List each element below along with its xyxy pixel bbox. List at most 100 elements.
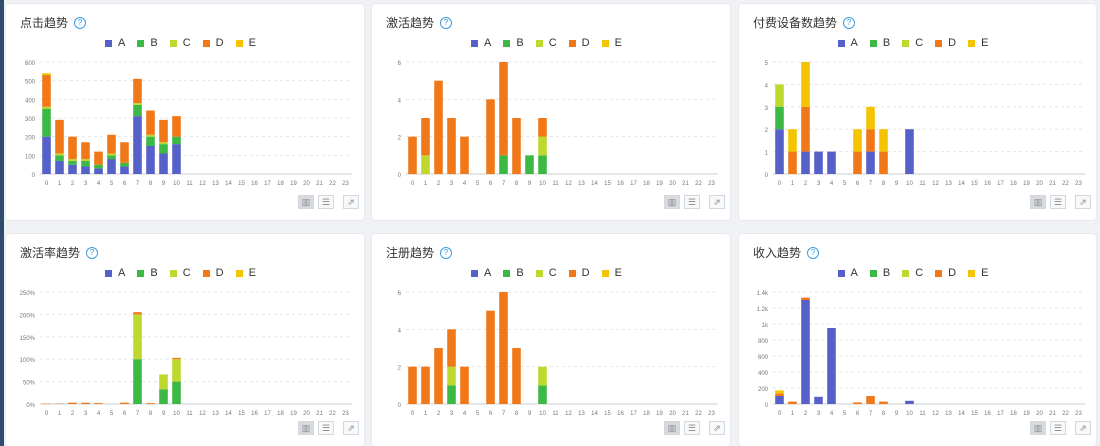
bar-segment-b[interactable] [159,389,168,404]
bar-segment-e[interactable] [853,129,862,152]
bar-chart-icon[interactable]: ▥ [1030,195,1046,209]
bar-chart-icon[interactable]: ▥ [664,195,680,209]
legend-item-d[interactable]: D [202,267,224,279]
bar-segment-d[interactable] [775,393,784,396]
legend-item-c[interactable]: C [169,37,191,49]
bar-segment-a[interactable] [801,300,810,404]
bar-segment-e[interactable] [801,62,810,107]
bar-segment-b[interactable] [538,385,547,404]
bar-segment-c[interactable] [146,134,155,137]
bar-segment-a[interactable] [133,116,142,174]
legend-item-b[interactable]: B [869,267,890,279]
bar-segment-d[interactable] [879,401,888,404]
bar-segment-c[interactable] [159,374,168,390]
legend-item-a[interactable]: A [105,267,125,279]
export-icon[interactable]: ⇗ [1075,195,1091,209]
bar-segment-d[interactable] [853,151,862,174]
bar-segment-d[interactable] [801,106,810,152]
bar-segment-d[interactable] [133,78,142,104]
legend-item-d[interactable]: D [568,37,590,49]
bar-segment-c[interactable] [133,314,142,360]
bar-segment-a[interactable] [827,328,836,404]
help-icon[interactable]: ? [843,16,856,29]
legend-item-e[interactable]: E [968,267,988,279]
bar-segment-b[interactable] [133,359,142,404]
bar-segment-b[interactable] [172,136,181,145]
bar-segment-a[interactable] [81,166,90,174]
bar-segment-b[interactable] [107,155,116,160]
legend-item-b[interactable]: B [503,267,524,279]
bar-segment-b[interactable] [42,108,51,137]
bar-segment-c[interactable] [68,159,77,161]
legend-item-c[interactable]: C [902,267,923,279]
bar-segment-d[interactable] [447,118,456,174]
bar-segment-e[interactable] [866,106,875,130]
legend-item-d[interactable]: D [935,267,956,279]
legend-item-a[interactable]: A [471,267,491,279]
bar-segment-a[interactable] [814,151,823,174]
export-icon[interactable]: ⇗ [709,195,725,209]
bar-segment-b[interactable] [447,385,456,404]
bar-segment-b[interactable] [499,155,508,174]
legend-item-e[interactable]: E [601,37,622,49]
bar-segment-d[interactable] [172,357,181,360]
bar-segment-d[interactable] [172,116,181,137]
bar-segment-d[interactable] [421,118,430,156]
table-list-icon[interactable]: ☰ [684,421,700,435]
bar-segment-d[interactable] [434,348,443,404]
bar-segment-c[interactable] [775,84,784,107]
bar-chart-icon[interactable]: ▥ [298,421,314,435]
legend-item-a[interactable]: A [837,37,858,49]
bar-segment-a[interactable] [159,153,168,174]
bar-segment-b[interactable] [55,155,64,161]
bar-segment-d[interactable] [421,366,430,404]
bar-segment-d[interactable] [512,348,521,404]
bar-segment-d[interactable] [146,110,155,135]
legend-item-b[interactable]: B [137,37,158,49]
bar-segment-a[interactable] [68,164,77,174]
bar-segment-d[interactable] [55,119,64,154]
bar-segment-d[interactable] [460,366,469,404]
bar-segment-d[interactable] [486,310,495,404]
bar-segment-d[interactable] [512,118,521,174]
table-list-icon[interactable]: ☰ [318,421,334,435]
bar-segment-d[interactable] [788,401,797,404]
legend-item-b[interactable]: B [503,37,524,49]
bar-segment-c[interactable] [172,359,181,382]
bar-segment-d[interactable] [107,134,116,154]
bar-segment-c[interactable] [42,106,51,109]
bar-segment-d[interactable] [486,99,495,174]
bar-segment-c[interactable] [81,159,90,161]
bar-segment-d[interactable] [159,119,168,143]
bar-segment-a[interactable] [905,129,914,174]
bar-segment-c[interactable] [159,142,168,145]
bar-segment-d[interactable] [68,402,77,404]
bar-segment-d[interactable] [120,402,129,404]
legend-item-a[interactable]: A [837,267,858,279]
bar-segment-a[interactable] [814,396,823,404]
bar-segment-b[interactable] [68,160,77,165]
table-list-icon[interactable]: ☰ [1050,421,1066,435]
legend-item-a[interactable]: A [471,37,491,49]
bar-segment-b[interactable] [538,155,547,174]
bar-segment-d[interactable] [447,329,456,367]
bar-segment-a[interactable] [905,400,914,404]
bar-segment-a[interactable] [775,129,784,174]
table-list-icon[interactable]: ☰ [318,195,334,209]
bar-segment-a[interactable] [775,396,784,404]
legend-item-d[interactable]: D [202,37,224,49]
bar-segment-a[interactable] [107,159,116,174]
export-icon[interactable]: ⇗ [343,195,359,209]
bar-segment-e[interactable] [879,129,888,152]
bar-segment-b[interactable] [525,155,534,174]
bar-segment-a[interactable] [42,136,51,174]
bar-segment-d[interactable] [788,151,797,174]
bar-segment-d[interactable] [853,402,862,404]
bar-segment-c[interactable] [107,153,116,156]
bar-segment-a[interactable] [172,144,181,174]
legend-item-d[interactable]: D [935,37,956,49]
bar-segment-d[interactable] [879,151,888,174]
bar-segment-c[interactable] [538,366,547,386]
export-icon[interactable]: ⇗ [343,421,359,435]
legend-item-c[interactable]: C [535,267,557,279]
